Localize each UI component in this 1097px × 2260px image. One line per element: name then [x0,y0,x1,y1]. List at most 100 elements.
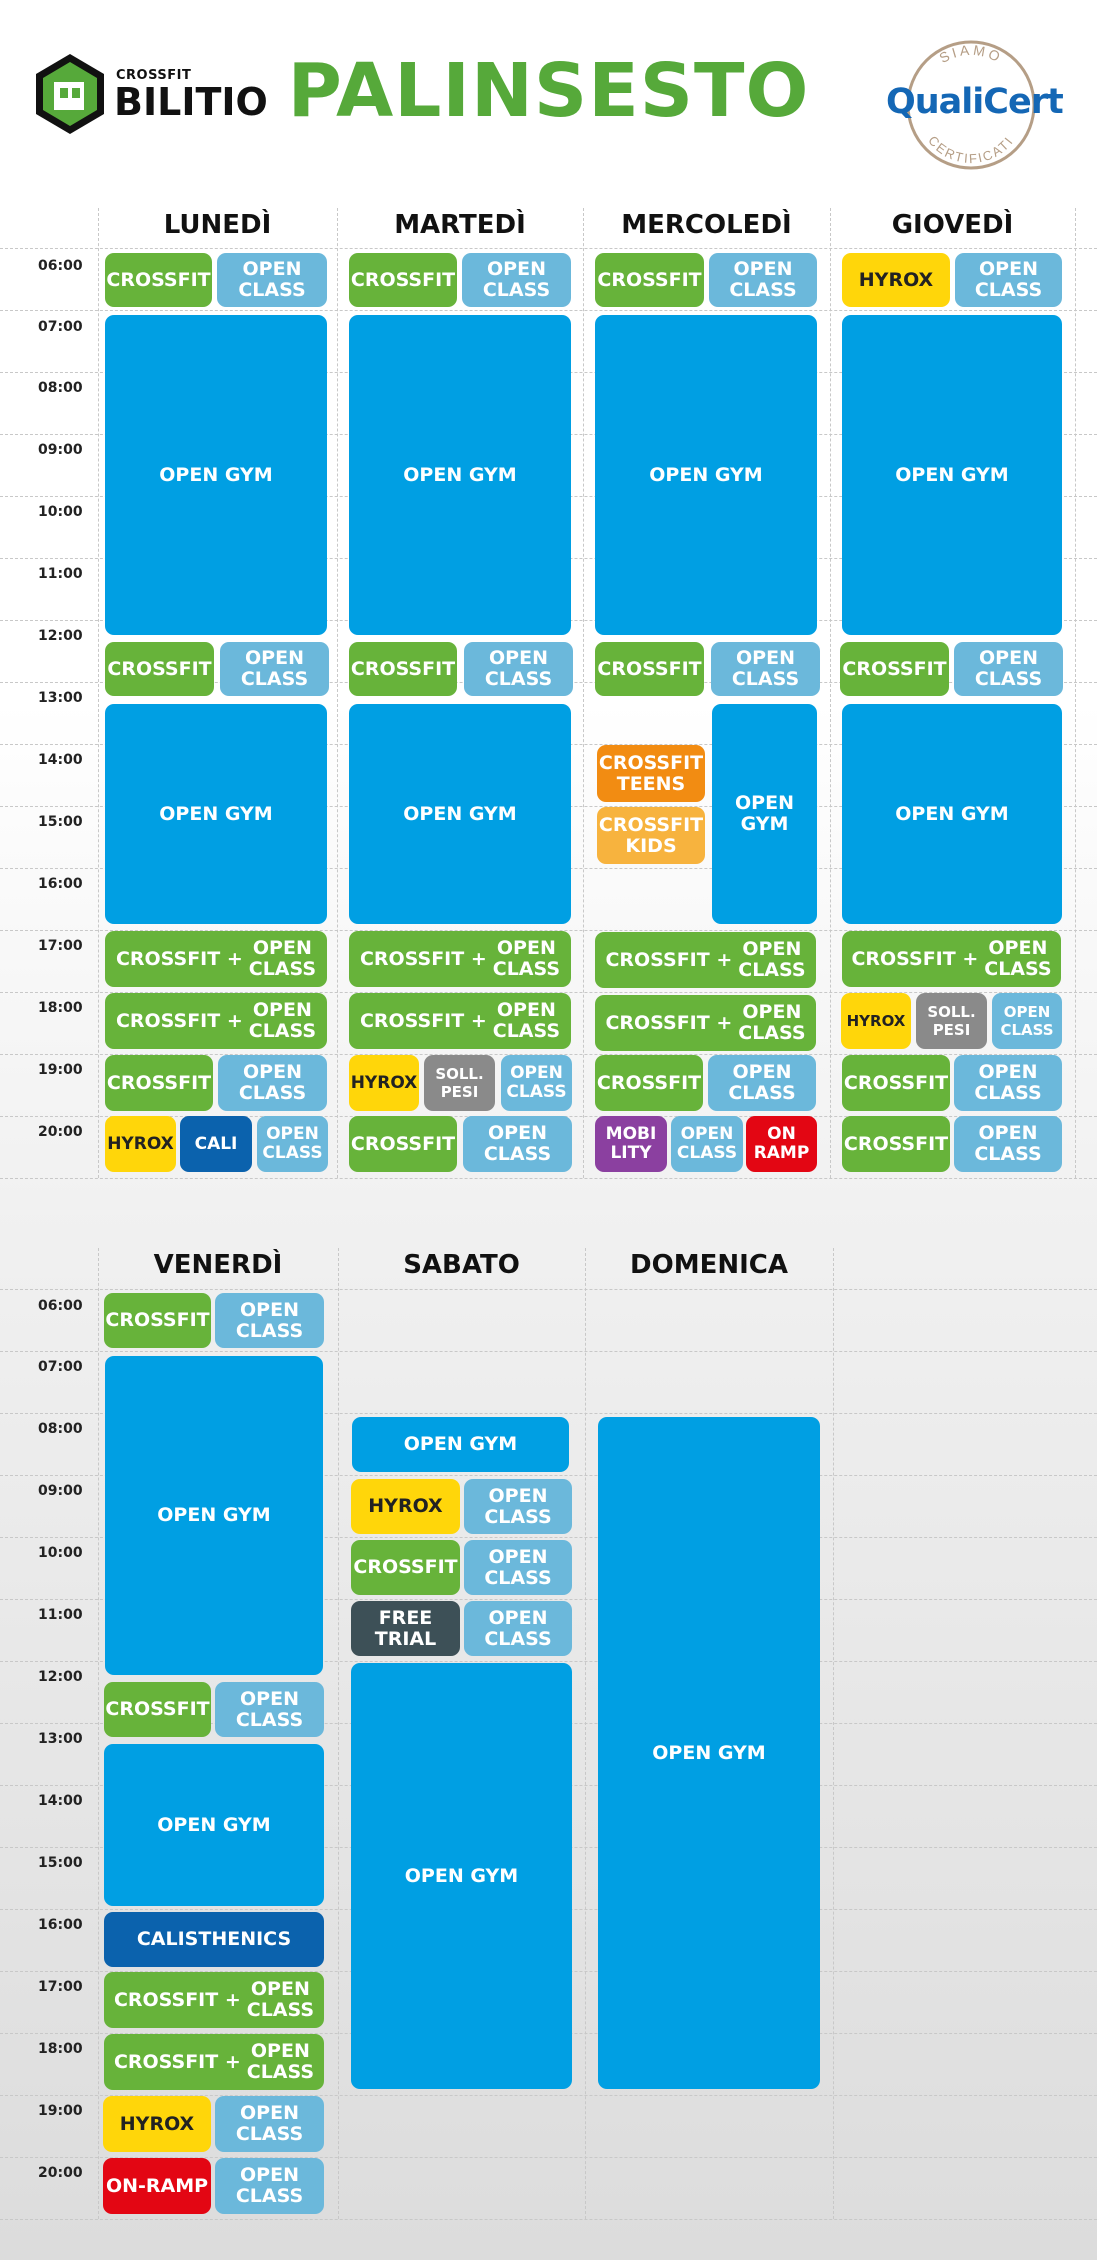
class-crossfit[interactable]: CROSSFIT [105,642,214,696]
class-on-ramp[interactable]: ON RAMP [746,1116,817,1172]
class-open-class[interactable]: OPEN CLASS [215,2096,324,2152]
class-hyrox[interactable]: HYROX [105,1116,176,1172]
open-class-label: OPEN CLASS [738,938,806,981]
time-label: 12:00 [38,628,83,644]
class-open-gym[interactable]: OPEN GYM [842,704,1062,924]
class-open-class[interactable]: OPEN CLASS [992,993,1062,1049]
class-open-class[interactable]: OPEN CLASS [462,253,571,307]
class-crossfit[interactable]: CROSSFIT [104,1682,211,1737]
class-open-gym[interactable]: OPEN GYM [598,1417,820,2089]
day-header-sunday: DOMENICA [630,1250,788,1280]
class-free-trial[interactable]: FREE TRIAL [351,1601,460,1656]
class-crossfit[interactable]: CROSSFIT [595,253,704,307]
class-open-gym[interactable]: OPEN GYM [105,704,327,924]
class-crossfit[interactable]: CROSSFIT [840,642,949,696]
class-crossfit[interactable]: CROSSFIT [842,1116,950,1172]
class-open-gym[interactable]: OPEN GYM [105,315,327,635]
class-open-class[interactable]: OPEN CLASS [215,2158,324,2214]
class-hyrox[interactable]: HYROX [103,2096,211,2152]
class-open-gym[interactable]: OPEN GYM [352,1417,569,1472]
class-open-gym[interactable]: OPEN GYM [349,704,571,924]
class-calisthenics[interactable]: CALISTHENICS [104,1912,324,1967]
time-label: 06:00 [38,258,83,274]
open-class-label: OPEN CLASS [248,999,317,1042]
class-crossfit[interactable]: CROSSFIT [349,253,457,307]
class-crossfit-plus-open-class[interactable]: CROSSFIT + OPEN CLASS [595,995,816,1051]
class-open-gym[interactable]: OPEN GYM [712,704,817,924]
class-crossfit[interactable]: CROSSFIT [104,1293,211,1348]
class-hyrox[interactable]: HYROX [841,993,911,1049]
class-crossfit-plus-open-class[interactable]: CROSSFIT + OPEN CLASS [104,1972,324,2028]
class-crossfit-plus-open-class[interactable]: CROSSFIT + OPEN CLASS [105,931,327,987]
class-soll-pesi[interactable]: SOLL. PESI [916,993,987,1049]
class-open-class[interactable]: OPEN CLASS [464,642,573,696]
class-crossfit[interactable]: CROSSFIT [351,1540,460,1595]
class-open-gym[interactable]: OPEN GYM [595,315,817,635]
class-open-class[interactable]: OPEN CLASS [215,1682,324,1737]
class-open-class[interactable]: OPEN CLASS [954,1116,1062,1172]
class-mobility[interactable]: MOBI LITY [595,1116,667,1172]
crossfit-plus-label: CROSSFIT + [359,947,487,970]
time-label: 07:00 [38,319,83,335]
class-open-gym[interactable]: OPEN GYM [842,315,1062,635]
class-hyrox[interactable]: HYROX [842,253,950,307]
class-soll-pesi[interactable]: SOLL. PESI [424,1055,495,1111]
class-crossfit-plus-open-class[interactable]: CROSSFIT + OPEN CLASS [105,993,327,1049]
class-open-class[interactable]: OPEN CLASS [463,1116,572,1172]
time-label: 20:00 [38,2165,83,2181]
time-label: 17:00 [38,938,83,954]
time-label: 17:00 [38,1979,83,1995]
class-crossfit-teens[interactable]: CROSSFIT TEENS [597,745,705,802]
class-crossfit-plus-open-class[interactable]: CROSSFIT + OPEN CLASS [595,932,816,988]
class-open-class[interactable]: OPEN CLASS [218,1055,327,1111]
open-class-label: OPEN CLASS [738,1001,806,1044]
class-open-gym[interactable]: OPEN GYM [349,315,571,635]
open-class-label: OPEN CLASS [248,937,317,980]
class-crossfit[interactable]: CROSSFIT [105,1055,213,1111]
class-open-class[interactable]: OPEN CLASS [220,642,329,696]
class-crossfit[interactable]: CROSSFIT [842,1055,950,1111]
class-open-class[interactable]: OPEN CLASS [215,1293,324,1348]
class-crossfit[interactable]: CROSSFIT [349,642,457,696]
class-cali[interactable]: CALI [180,1116,252,1172]
class-crossfit-kids[interactable]: CROSSFIT KIDS [597,807,705,864]
class-hyrox[interactable]: HYROX [349,1055,419,1111]
class-crossfit[interactable]: CROSSFIT [349,1116,457,1172]
time-label: 19:00 [38,1062,83,1078]
class-open-class[interactable]: OPEN CLASS [501,1055,572,1111]
logo-bilitio-text: BILITIO [114,80,268,124]
class-crossfit-plus-open-class[interactable]: CROSSFIT + OPEN CLASS [842,931,1061,987]
qualicert-badge: SIAMO CERTIFICATI QualiCert [886,38,1064,172]
class-open-class[interactable]: OPEN CLASS [709,253,817,307]
class-open-class[interactable]: OPEN CLASS [217,253,327,307]
time-label: 13:00 [38,690,83,706]
class-open-class[interactable]: OPEN CLASS [711,642,820,696]
class-crossfit-plus-open-class[interactable]: CROSSFIT + OPEN CLASS [349,993,571,1049]
class-crossfit-plus-open-class[interactable]: CROSSFIT + OPEN CLASS [349,931,571,987]
class-open-gym[interactable]: OPEN GYM [105,1356,323,1675]
class-open-class[interactable]: OPEN CLASS [464,1479,572,1534]
class-crossfit[interactable]: CROSSFIT [595,1055,703,1111]
class-open-class[interactable]: OPEN CLASS [954,642,1063,696]
class-open-class[interactable]: OPEN CLASS [671,1116,743,1172]
class-open-class[interactable]: OPEN CLASS [708,1055,816,1111]
class-on-ramp[interactable]: ON-RAMP [103,2158,211,2214]
day-header-thursday: GIOVEDÌ [891,210,1014,240]
time-label: 10:00 [38,1545,83,1561]
class-open-class[interactable]: OPEN CLASS [954,1055,1062,1111]
open-class-label: OPEN CLASS [984,937,1052,980]
class-crossfit[interactable]: CROSSFIT [105,253,212,307]
class-hyrox[interactable]: HYROX [351,1479,460,1534]
class-crossfit[interactable]: CROSSFIT [595,642,704,696]
class-crossfit-plus-open-class[interactable]: CROSSFIT + OPEN CLASS [104,2034,324,2090]
class-open-class[interactable]: OPEN CLASS [257,1116,328,1172]
time-label: 16:00 [38,1917,83,1933]
class-open-class[interactable]: OPEN CLASS [955,253,1062,307]
time-label: 09:00 [38,1483,83,1499]
class-open-gym[interactable]: OPEN GYM [351,1663,572,2089]
time-label: 08:00 [38,380,83,396]
time-label: 14:00 [38,752,83,768]
class-open-class[interactable]: OPEN CLASS [464,1540,572,1595]
class-open-gym[interactable]: OPEN GYM [104,1744,324,1906]
class-open-class[interactable]: OPEN CLASS [464,1601,572,1656]
